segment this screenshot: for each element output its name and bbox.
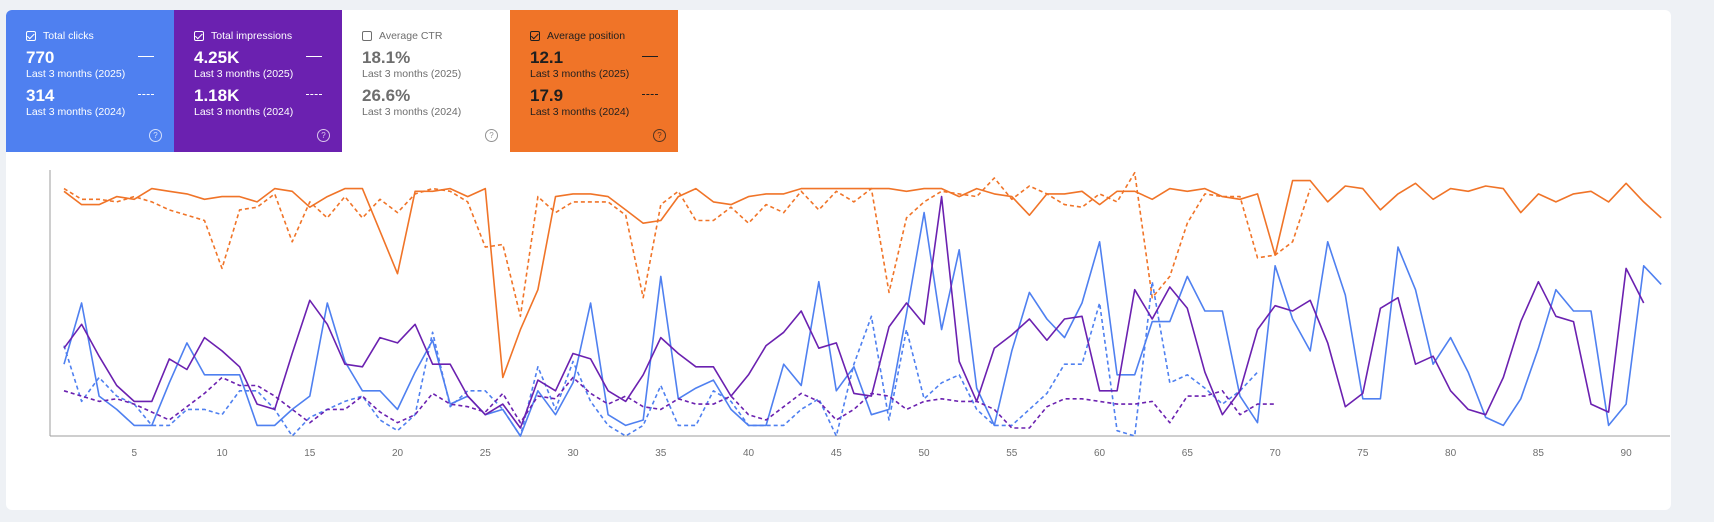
card-total-clicks[interactable]: Total clicks 770 Last 3 months (2025) 314… bbox=[6, 10, 174, 152]
dashed-line-icon bbox=[306, 94, 322, 95]
dashed-line-icon bbox=[138, 94, 154, 95]
current-period: Last 3 months (2025) bbox=[194, 68, 294, 80]
card-label: Average CTR bbox=[379, 30, 443, 42]
current-value: 770 bbox=[26, 48, 55, 67]
previous-period: Last 3 months (2024) bbox=[194, 106, 294, 118]
x-tick-label: 30 bbox=[567, 448, 579, 459]
current-period: Last 3 months (2025) bbox=[362, 68, 462, 80]
current-value: 12.1 bbox=[530, 48, 564, 67]
previous-period: Last 3 months (2024) bbox=[362, 106, 462, 118]
card-label: Total clicks bbox=[43, 30, 94, 42]
card-average-position[interactable]: Average position 12.1 Last 3 months (2025… bbox=[510, 10, 678, 152]
current-period: Last 3 months (2025) bbox=[530, 68, 630, 80]
x-tick-label: 85 bbox=[1533, 448, 1545, 459]
x-tick-label: 10 bbox=[216, 448, 228, 459]
x-tick-label: 15 bbox=[304, 448, 316, 459]
previous-value: 1.18K bbox=[194, 86, 240, 105]
card-label: Average position bbox=[547, 30, 626, 42]
x-tick-label: 60 bbox=[1094, 448, 1106, 459]
series-line-average-position-dashed bbox=[63, 171, 1311, 318]
current-value: 4.25K bbox=[194, 48, 240, 67]
x-tick-label: 20 bbox=[392, 448, 404, 459]
checkbox-icon[interactable] bbox=[26, 31, 36, 41]
x-tick-label: 70 bbox=[1270, 448, 1282, 459]
previous-period: Last 3 months (2024) bbox=[530, 106, 630, 118]
dashed-line-icon bbox=[642, 94, 658, 95]
help-icon[interactable]: ? bbox=[149, 129, 162, 142]
solid-line-icon bbox=[138, 56, 154, 57]
performance-chart[interactable]: 5 10 15 20 25 30 35 40 45 50 55 60 65 70 75 80 85 90 bbox=[6, 10, 1671, 510]
x-tick-label: 80 bbox=[1445, 448, 1457, 459]
x-tick-label: 40 bbox=[743, 448, 755, 459]
help-icon[interactable]: ? bbox=[653, 129, 666, 142]
card-total-impressions[interactable]: Total impressions 4.25K Last 3 months (20… bbox=[174, 10, 342, 152]
current-value: 18.1% bbox=[362, 48, 411, 67]
previous-value: 26.6% bbox=[362, 86, 411, 105]
series-line-total-impressions-dashed bbox=[63, 376, 1276, 429]
x-tick-label: 55 bbox=[1006, 448, 1018, 459]
series-line-average-position-solid bbox=[63, 179, 1662, 379]
x-tick-label: 50 bbox=[919, 448, 931, 459]
x-tick-label: 45 bbox=[831, 448, 843, 459]
x-tick-label: 5 bbox=[131, 448, 137, 459]
x-tick-label: 75 bbox=[1357, 448, 1369, 459]
checkbox-icon[interactable] bbox=[194, 31, 204, 41]
series-line-total-impressions-solid bbox=[63, 195, 1645, 429]
solid-line-icon bbox=[642, 56, 658, 57]
previous-value: 17.9 bbox=[530, 86, 564, 105]
previous-value: 314 bbox=[26, 86, 55, 105]
metric-cards: Total clicks 770 Last 3 months (2025) 314… bbox=[6, 10, 678, 152]
series-line-total-clicks-dashed bbox=[63, 280, 1259, 437]
series-line-total-clicks-solid bbox=[63, 211, 1662, 437]
solid-line-icon bbox=[306, 56, 322, 57]
checkbox-icon[interactable] bbox=[530, 31, 540, 41]
checkbox-icon[interactable] bbox=[362, 31, 372, 41]
x-tick-label: 25 bbox=[480, 448, 492, 459]
card-average-ctr[interactable]: Average CTR 18.1% Last 3 months (2025) 26… bbox=[342, 10, 510, 152]
help-icon[interactable]: ? bbox=[485, 129, 498, 142]
help-icon[interactable]: ? bbox=[317, 129, 330, 142]
card-label: Total impressions bbox=[211, 30, 293, 42]
performance-panel: Total clicks 770 Last 3 months (2025) 314… bbox=[6, 10, 1671, 510]
current-period: Last 3 months (2025) bbox=[26, 68, 126, 80]
x-tick-label: 65 bbox=[1182, 448, 1194, 459]
x-tick-label: 90 bbox=[1621, 448, 1633, 459]
previous-period: Last 3 months (2024) bbox=[26, 106, 126, 118]
x-tick-label: 35 bbox=[655, 448, 667, 459]
